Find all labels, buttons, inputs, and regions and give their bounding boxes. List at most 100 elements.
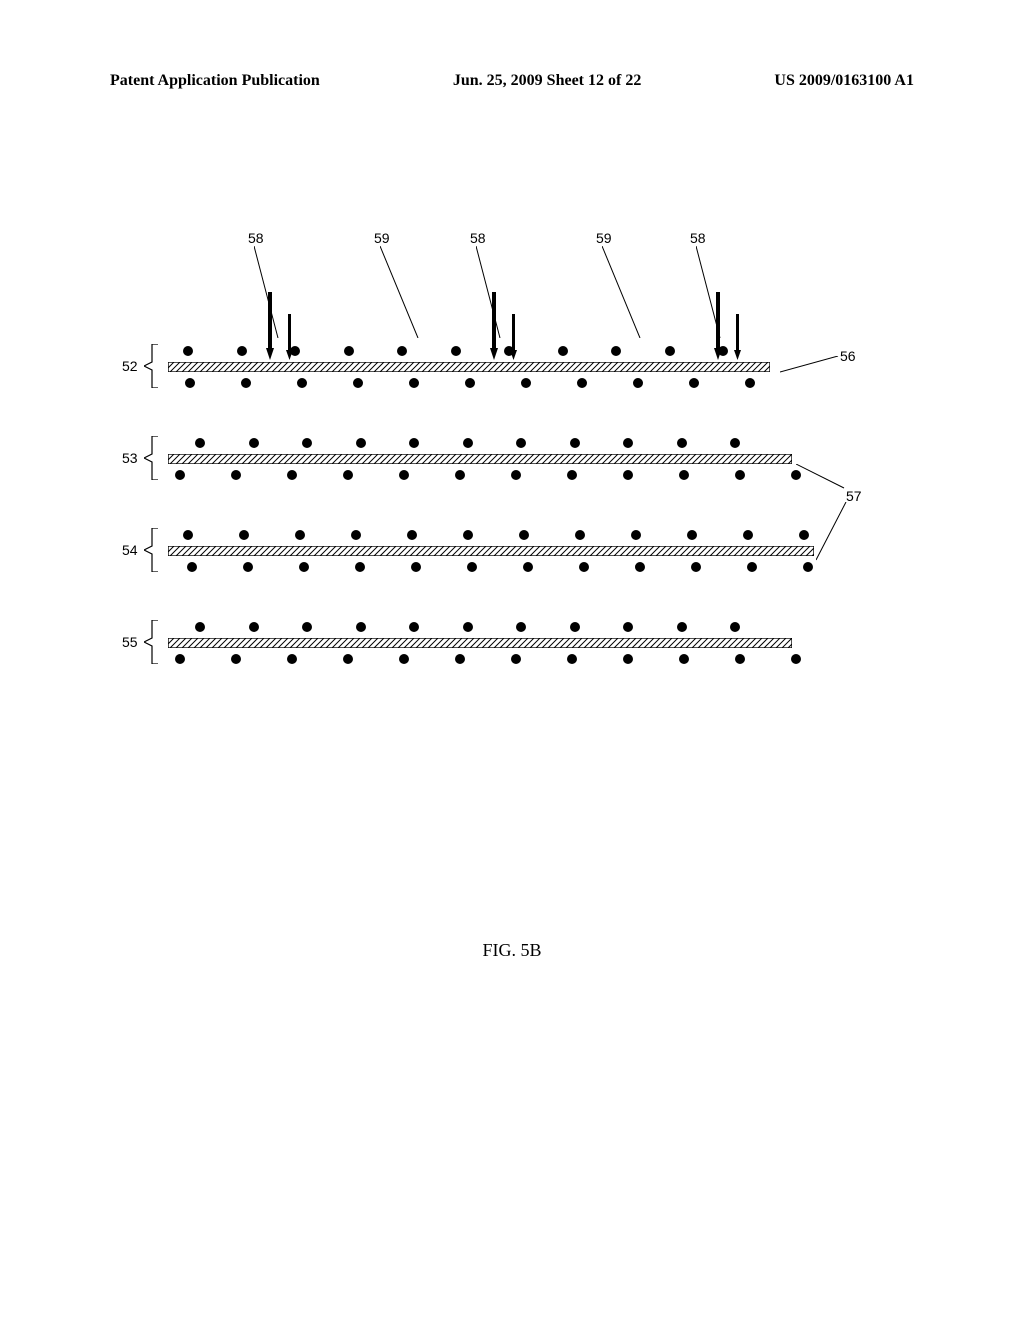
dot [397,346,407,356]
dot [747,562,757,572]
dot [465,378,475,388]
dot [295,530,305,540]
dot [623,622,633,632]
dot [730,622,740,632]
dot [718,346,728,356]
dot [175,654,185,664]
dot [463,530,473,540]
dot [399,654,409,664]
dot [463,438,473,448]
dot [299,562,309,572]
dot [187,562,197,572]
dot [451,346,461,356]
dot [351,530,361,540]
dot [183,530,193,540]
dot [231,470,241,480]
dot [611,346,621,356]
leader-line [254,246,280,341]
header-left: Patent Application Publication [110,72,320,90]
dot [745,378,755,388]
layer-region [168,340,770,396]
bracket-icon [144,344,158,388]
reference-59: 59 [596,230,612,246]
dot [409,622,419,632]
layer-54: 54 [140,524,840,580]
dot [231,654,241,664]
dot [677,438,687,448]
figure-caption: FIG. 5B [0,940,1024,961]
dot [241,378,251,388]
header-right: US 2009/0163100 A1 [774,72,914,90]
dot [399,470,409,480]
dot-row-top [168,344,770,358]
dot [623,654,633,664]
dot [558,346,568,356]
layers: 52535455 [140,340,840,672]
reference-57: 57 [846,488,862,504]
dot [455,470,465,480]
dot [409,378,419,388]
layer-52: 52 [140,340,840,396]
dot [195,438,205,448]
dot [185,378,195,388]
leader-line [380,246,420,341]
reference-58: 58 [690,230,706,246]
leader-line [696,246,722,341]
dot [687,530,697,540]
dot [523,562,533,572]
dot [730,438,740,448]
dot-row-bottom [168,376,770,390]
dot [735,654,745,664]
dot [175,470,185,480]
dot-row-top [168,528,814,542]
layer-region [168,432,792,488]
dot [353,378,363,388]
dot [411,562,421,572]
dot [803,562,813,572]
dot [343,470,353,480]
membrane-bar [168,362,770,372]
dot [344,346,354,356]
dot [635,562,645,572]
bracket-icon [144,528,158,572]
layer-region [168,616,792,672]
dot [521,378,531,388]
dot [735,470,745,480]
dot-row-bottom [168,560,814,574]
dot [504,346,514,356]
dot [239,530,249,540]
dot [287,654,297,664]
dot [743,530,753,540]
dot [516,438,526,448]
dot [631,530,641,540]
dot [791,654,801,664]
reference-59: 59 [374,230,390,246]
dot [691,562,701,572]
dot [633,378,643,388]
dot [575,530,585,540]
layer-region [168,524,814,580]
dot [519,530,529,540]
membrane-bar [168,454,792,464]
dot [463,622,473,632]
dot [195,622,205,632]
dot [297,378,307,388]
reference-58: 58 [248,230,264,246]
reference-56: 56 [840,348,856,364]
dot [799,530,809,540]
dot [287,470,297,480]
dot [689,378,699,388]
dot [237,346,247,356]
header-center: Jun. 25, 2009 Sheet 12 of 22 [453,72,641,90]
bracket-icon [144,436,158,480]
dot [243,562,253,572]
layer-55: 55 [140,616,840,672]
membrane-bar [168,546,814,556]
top-annotations: 5859585958 [168,230,808,340]
dot [467,562,477,572]
leader-line [602,246,642,341]
dot [623,438,633,448]
dot [516,622,526,632]
dot [249,438,259,448]
dot [665,346,675,356]
